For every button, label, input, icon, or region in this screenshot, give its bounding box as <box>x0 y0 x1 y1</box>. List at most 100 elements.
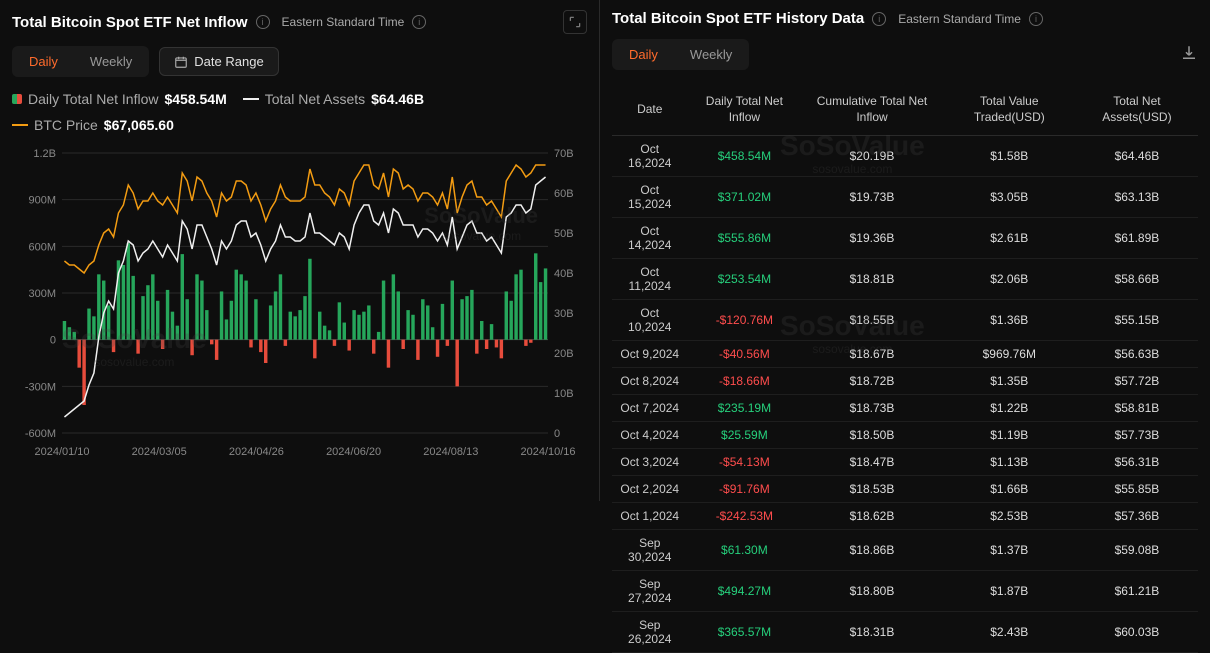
cum-cell: $19.73B <box>801 177 942 218</box>
date-cell: Sep 30,2024 <box>612 530 688 571</box>
vol-cell: $1.13B <box>943 449 1076 476</box>
col-header[interactable]: Cumulative Total Net Inflow <box>801 84 942 136</box>
inflow-cell: $365.57M <box>688 612 802 653</box>
svg-text:0: 0 <box>554 428 560 440</box>
right-title: Total Bitcoin Spot ETF History Data <box>612 10 864 27</box>
period-tabs: Daily Weekly <box>12 46 149 77</box>
chart-container: -600M-300M0300M600M900M1.2B010B20B30B40B… <box>12 143 588 463</box>
cum-cell: $18.31B <box>801 612 942 653</box>
svg-text:20B: 20B <box>554 348 574 360</box>
legend-btc-label: BTC Price <box>34 117 98 133</box>
info-icon[interactable]: i <box>1029 12 1043 26</box>
table-row[interactable]: Oct 4,2024$25.59M$18.50B$1.19B$57.73B <box>612 422 1198 449</box>
legend-inflow: Daily Total Net Inflow $458.54M <box>12 91 227 107</box>
legend-assets: Total Net Assets $64.46B <box>243 91 424 107</box>
table-row[interactable]: Oct 3,2024-$54.13M$18.47B$1.13B$56.31B <box>612 449 1198 476</box>
vol-cell: $1.58B <box>943 136 1076 177</box>
col-header[interactable]: Daily Total Net Inflow <box>688 84 802 136</box>
inflow-cell: $458.54M <box>688 136 802 177</box>
svg-text:-600M: -600M <box>25 428 56 440</box>
svg-text:1.2B: 1.2B <box>33 148 56 160</box>
right-header: Total Bitcoin Spot ETF History Data i Ea… <box>612 10 1198 27</box>
table-row[interactable]: Sep 30,2024$61.30M$18.86B$1.37B$59.08B <box>612 530 1198 571</box>
inflow-cell: $494.27M <box>688 571 802 612</box>
table-row[interactable]: Oct 16,2024$458.54M$20.19B$1.58B$64.46B <box>612 136 1198 177</box>
table-row[interactable]: Oct 9,2024-$40.56M$18.67B$969.76M$56.63B <box>612 341 1198 368</box>
vol-cell: $2.06B <box>943 259 1076 300</box>
assets-cell: $57.36B <box>1076 503 1198 530</box>
vol-cell: $1.87B <box>943 571 1076 612</box>
timezone-label: Eastern Standard Time <box>898 12 1021 26</box>
svg-text:2024/06/20: 2024/06/20 <box>326 446 381 458</box>
legend-assets-value: $64.46B <box>371 91 424 107</box>
legend: Daily Total Net Inflow $458.54M Total Ne… <box>12 91 587 133</box>
vol-cell: $1.66B <box>943 476 1076 503</box>
cum-cell: $18.55B <box>801 300 942 341</box>
legend-inflow-label: Daily Total Net Inflow <box>28 91 158 107</box>
vol-cell: $1.37B <box>943 530 1076 571</box>
svg-text:2024/04/26: 2024/04/26 <box>229 446 284 458</box>
inflow-cell: -$242.53M <box>688 503 802 530</box>
date-cell: Oct 7,2024 <box>612 395 688 422</box>
info-icon[interactable]: i <box>256 15 270 29</box>
vol-cell: $1.22B <box>943 395 1076 422</box>
bars-swatch-icon <box>12 94 22 104</box>
date-range-button[interactable]: Date Range <box>159 47 278 76</box>
col-header[interactable]: Total Net Assets(USD) <box>1076 84 1198 136</box>
col-header[interactable]: Total Value Traded(USD) <box>943 84 1076 136</box>
svg-text:300M: 300M <box>28 288 56 300</box>
table-row[interactable]: Oct 10,2024-$120.76M$18.55B$1.36B$55.15B <box>612 300 1198 341</box>
assets-cell: $58.66B <box>1076 259 1198 300</box>
etf-chart[interactable]: -600M-300M0300M600M900M1.2B010B20B30B40B… <box>12 143 588 463</box>
table-row[interactable]: Oct 15,2024$371.02M$19.73B$3.05B$63.13B <box>612 177 1198 218</box>
svg-text:-300M: -300M <box>25 381 56 393</box>
date-cell: Oct 9,2024 <box>612 341 688 368</box>
assets-cell: $56.63B <box>1076 341 1198 368</box>
assets-cell: $55.85B <box>1076 476 1198 503</box>
table-row[interactable]: Oct 14,2024$555.86M$19.36B$2.61B$61.89B <box>612 218 1198 259</box>
assets-cell: $58.81B <box>1076 395 1198 422</box>
cum-cell: $19.36B <box>801 218 942 259</box>
table-row[interactable]: Oct 1,2024-$242.53M$18.62B$2.53B$57.36B <box>612 503 1198 530</box>
left-panel: Total Bitcoin Spot ETF Net Inflow i East… <box>0 0 600 501</box>
svg-text:70B: 70B <box>554 148 574 160</box>
left-title: Total Bitcoin Spot ETF Net Inflow <box>12 14 248 31</box>
inflow-cell: -$91.76M <box>688 476 802 503</box>
date-cell: Oct 16,2024 <box>612 136 688 177</box>
assets-cell: $59.08B <box>1076 530 1198 571</box>
table-row[interactable]: Sep 26,2024$365.57M$18.31B$2.43B$60.03B <box>612 612 1198 653</box>
table-row[interactable]: Oct 11,2024$253.54M$18.81B$2.06B$58.66B <box>612 259 1198 300</box>
expand-button[interactable] <box>563 10 587 34</box>
legend-btc: BTC Price $67,065.60 <box>12 117 174 133</box>
cum-cell: $18.50B <box>801 422 942 449</box>
date-cell: Oct 2,2024 <box>612 476 688 503</box>
info-icon[interactable]: i <box>872 12 886 26</box>
cum-cell: $18.86B <box>801 530 942 571</box>
vol-cell: $2.43B <box>943 612 1076 653</box>
table-row[interactable]: Oct 8,2024-$18.66M$18.72B$1.35B$57.72B <box>612 368 1198 395</box>
vol-cell: $1.35B <box>943 368 1076 395</box>
inflow-cell: $235.19M <box>688 395 802 422</box>
left-header: Total Bitcoin Spot ETF Net Inflow i East… <box>12 10 587 34</box>
info-icon[interactable]: i <box>412 15 426 29</box>
date-cell: Oct 3,2024 <box>612 449 688 476</box>
inflow-cell: $371.02M <box>688 177 802 218</box>
assets-cell: $57.72B <box>1076 368 1198 395</box>
tab-weekly[interactable]: Weekly <box>76 49 146 74</box>
svg-text:10B: 10B <box>554 388 574 400</box>
cum-cell: $20.19B <box>801 136 942 177</box>
cum-cell: $18.53B <box>801 476 942 503</box>
col-header[interactable]: Date <box>612 84 688 136</box>
svg-text:900M: 900M <box>28 195 56 207</box>
tab-daily[interactable]: Daily <box>615 42 672 67</box>
date-cell: Oct 1,2024 <box>612 503 688 530</box>
date-cell: Oct 15,2024 <box>612 177 688 218</box>
tab-daily[interactable]: Daily <box>15 49 72 74</box>
table-row[interactable]: Oct 2,2024-$91.76M$18.53B$1.66B$55.85B <box>612 476 1198 503</box>
table-body: Oct 16,2024$458.54M$20.19B$1.58B$64.46BO… <box>612 136 1198 653</box>
table-row[interactable]: Sep 27,2024$494.27M$18.80B$1.87B$61.21B <box>612 571 1198 612</box>
table-row[interactable]: Oct 7,2024$235.19M$18.73B$1.22B$58.81B <box>612 395 1198 422</box>
cum-cell: $18.81B <box>801 259 942 300</box>
download-button[interactable] <box>1180 44 1198 65</box>
tab-weekly[interactable]: Weekly <box>676 42 746 67</box>
